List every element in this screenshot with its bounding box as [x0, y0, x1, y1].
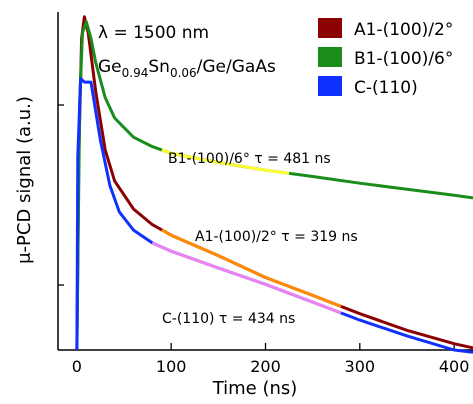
x-axis-ticks: 0 100 200 300 400 — [72, 343, 470, 376]
legend-swatch-1 — [318, 47, 342, 67]
legend-label-2: C-(110) — [354, 78, 418, 98]
series-line-1 — [75, 20, 473, 351]
x-tick-label: 200 — [250, 357, 281, 376]
legend-swatch-0 — [318, 18, 342, 38]
fit-line-2 — [151, 241, 342, 315]
legend-label-0: A1-(100)/2° — [354, 20, 453, 40]
x-tick-label: 300 — [345, 357, 376, 376]
sample-annotation: Ge0.94Sn0.06/Ge/GaAs — [98, 57, 276, 80]
x-tick-label: 100 — [156, 357, 187, 376]
series-group — [75, 15, 473, 354]
x-axis-label: Time (ns) — [212, 378, 298, 399]
series-line-2 — [75, 77, 473, 354]
x-tick-label: 400 — [439, 357, 470, 376]
wavelength-annotation: λ = 1500 nm — [98, 23, 209, 43]
legend-label-1: B1-(100)/6° — [354, 49, 453, 69]
legend-swatch-2 — [318, 76, 342, 96]
fit-line-0 — [161, 148, 290, 175]
label-a1: A1-(100)/2° τ = 319 ns — [195, 229, 358, 245]
x-tick-label: 0 — [72, 357, 82, 376]
series-line-0 — [75, 15, 473, 351]
label-c: C-(110) τ = 434 ns — [162, 311, 295, 327]
y-axis-ticks — [58, 104, 64, 286]
label-b1: B1-(100)/6° τ = 481 ns — [168, 151, 331, 167]
fits-group — [151, 148, 342, 315]
fit-line-1 — [161, 228, 342, 308]
y-axis-label: μ-PCD signal (a.u.) — [14, 96, 35, 264]
legend: A1-(100)/2° B1-(100)/6° C-(110) — [318, 18, 453, 98]
